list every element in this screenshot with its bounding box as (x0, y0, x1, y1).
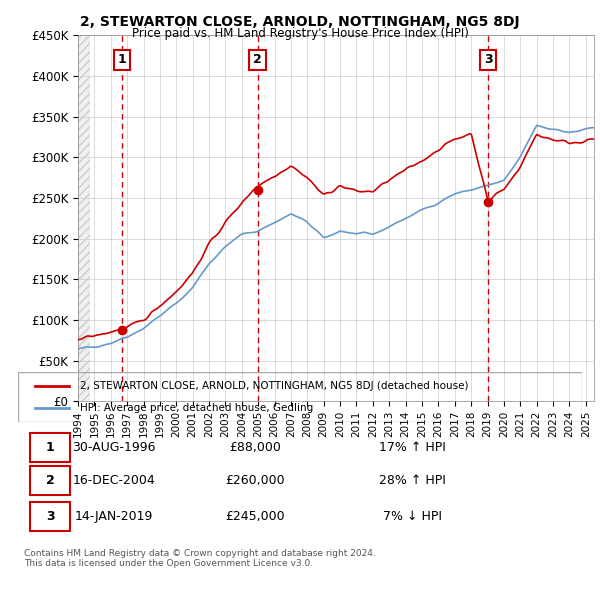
Text: 1: 1 (118, 53, 126, 66)
Bar (78, 35, 90, 401)
Text: 30-AUG-1996: 30-AUG-1996 (72, 441, 155, 454)
Text: 2: 2 (253, 53, 262, 66)
Text: £88,000: £88,000 (229, 441, 281, 454)
Text: 17% ↑ HPI: 17% ↑ HPI (379, 441, 446, 454)
Text: 2, STEWARTON CLOSE, ARNOLD, NOTTINGHAM, NG5 8DJ (detached house): 2, STEWARTON CLOSE, ARNOLD, NOTTINGHAM, … (80, 381, 469, 391)
Text: HPI: Average price, detached house, Gedling: HPI: Average price, detached house, Gedl… (80, 403, 313, 413)
Text: 3: 3 (46, 510, 55, 523)
Text: 2, STEWARTON CLOSE, ARNOLD, NOTTINGHAM, NG5 8DJ: 2, STEWARTON CLOSE, ARNOLD, NOTTINGHAM, … (80, 15, 520, 29)
Text: Price paid vs. HM Land Registry's House Price Index (HPI): Price paid vs. HM Land Registry's House … (131, 27, 469, 40)
Text: 2: 2 (46, 474, 55, 487)
Bar (78, 35, 90, 401)
Text: £245,000: £245,000 (225, 510, 284, 523)
Text: £260,000: £260,000 (225, 474, 284, 487)
Text: Contains HM Land Registry data © Crown copyright and database right 2024.
This d: Contains HM Land Registry data © Crown c… (24, 549, 376, 568)
Text: 7% ↓ HPI: 7% ↓ HPI (383, 510, 442, 523)
Text: 1: 1 (46, 441, 55, 454)
Text: 16-DEC-2004: 16-DEC-2004 (73, 474, 155, 487)
Text: 3: 3 (484, 53, 493, 66)
Text: 28% ↑ HPI: 28% ↑ HPI (379, 474, 446, 487)
Text: 14-JAN-2019: 14-JAN-2019 (74, 510, 153, 523)
